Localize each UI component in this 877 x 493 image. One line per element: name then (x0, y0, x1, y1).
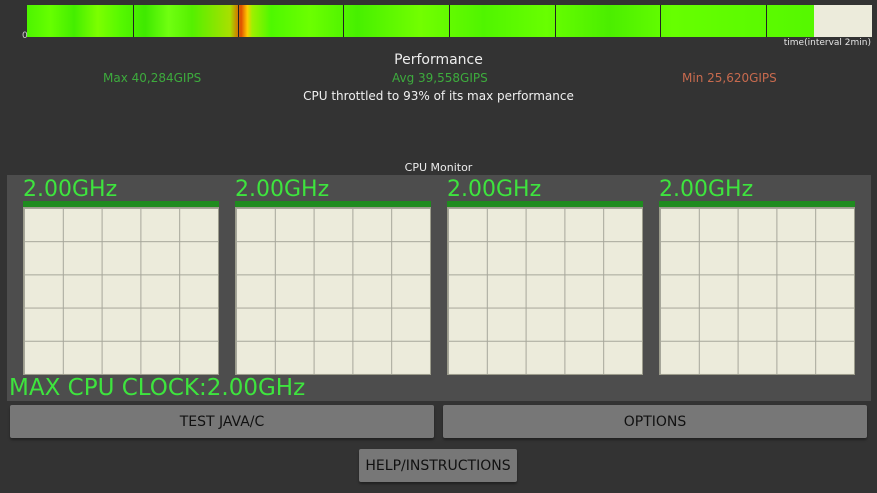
graph-axis-caption: time(interval 2min) (783, 38, 871, 48)
graph-interval-divider (555, 5, 556, 37)
cpu-core-graph (447, 207, 643, 375)
max-cpu-clock-label: MAX CPU CLOCK:2.00GHz (9, 375, 306, 401)
test-java-c-button[interactable]: TEST JAVA/C (10, 405, 434, 438)
cpu-core-load-bar (447, 201, 643, 207)
max-performance-stat: Max 40,284GIPS (103, 71, 202, 85)
cpu-core-frequency: 2.00GHz (447, 177, 542, 202)
graph-interval-divider (238, 5, 239, 37)
graph-axis-zero-label: 0 (22, 31, 28, 41)
cpu-core-load-bar (659, 201, 855, 207)
graph-interval-divider (133, 5, 134, 37)
cpu-core-load-bar (235, 201, 431, 207)
cpu-core-frequency: 2.00GHz (235, 177, 330, 202)
graph-interval-divider (449, 5, 450, 37)
cpu-core-load-bar (23, 201, 219, 207)
avg-performance-stat: Avg 39,558GIPS (392, 71, 488, 85)
cpu-core-graph (659, 207, 855, 375)
cpu-core-frequency: 2.00GHz (23, 177, 118, 202)
graph-interval-divider (766, 5, 767, 37)
help-instructions-button[interactable]: HELP/INSTRUCTIONS (359, 449, 517, 482)
graph-interval-divider (343, 5, 344, 37)
options-button[interactable]: OPTIONS (443, 405, 867, 438)
cpu-monitor-title: CPU Monitor (404, 161, 473, 174)
throttle-note: CPU throttled to 93% of its max performa… (303, 89, 574, 103)
performance-title: Performance (394, 52, 483, 68)
cpu-core-graph (23, 207, 219, 375)
cpu-core-frequency: 2.00GHz (659, 177, 754, 202)
graph-interval-divider (660, 5, 661, 37)
cpu-core-graph (235, 207, 431, 375)
min-performance-stat: Min 25,620GIPS (682, 71, 777, 85)
performance-graph-fill (27, 5, 814, 37)
